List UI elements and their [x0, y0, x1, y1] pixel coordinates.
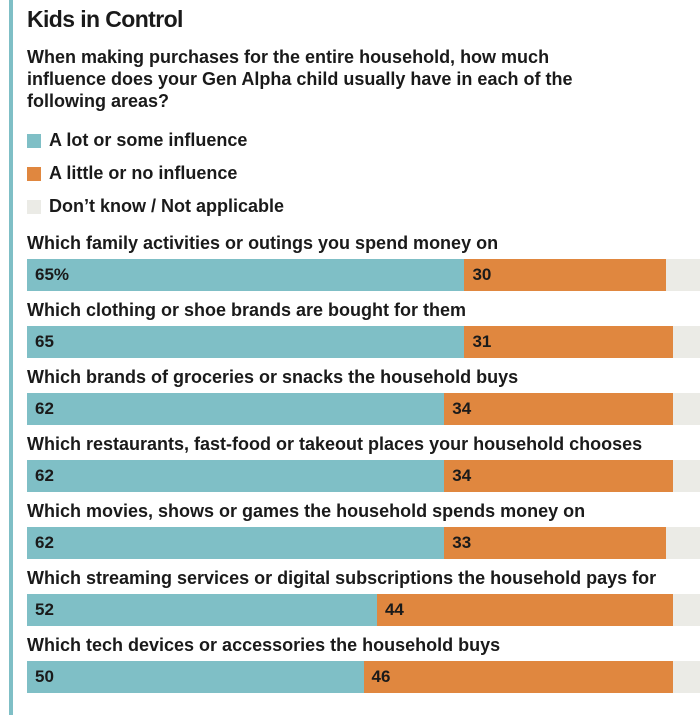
- legend-item-lot-or-some: A lot or some influence: [27, 124, 284, 157]
- bar-segment-dont-know: [673, 460, 700, 492]
- category-label: Which streaming services or digital subs…: [27, 568, 657, 588]
- chart-subtitle: When making purchases for the entire hou…: [27, 47, 573, 111]
- legend-swatch-lot-or-some: [27, 133, 41, 148]
- data-label: 31: [472, 332, 492, 351]
- bar-segment-little-or-none: 31: [464, 326, 674, 358]
- data-label: 65: [35, 332, 54, 351]
- stacked-bar-chart: Which family activities or outings you s…: [27, 233, 700, 703]
- data-label: 44: [384, 600, 404, 619]
- data-label: 34: [452, 466, 472, 485]
- bar-segment-lot-or-some: 65: [27, 326, 465, 358]
- bar-segment-dont-know: [673, 393, 700, 425]
- legend-label-little-or-none: A little or no influence: [49, 163, 238, 183]
- legend-item-little-or-none: A little or no influence: [27, 157, 284, 190]
- data-label: 33: [452, 533, 472, 552]
- legend-swatch-little-or-none: [27, 166, 41, 181]
- category-label: Which tech devices or accessories the ho…: [27, 635, 501, 655]
- data-label: 34: [452, 399, 472, 418]
- data-label: 62: [35, 399, 54, 418]
- bar-segment-dont-know: [673, 594, 700, 626]
- bar-segment-dont-know: [673, 661, 700, 693]
- bar-segment-lot-or-some: 62: [27, 393, 445, 425]
- chart-title: Kids in Control: [27, 6, 183, 32]
- legend-label-dont-know: Don’t know / Not applicable: [49, 196, 285, 216]
- bar-segment-lot-or-some: 52: [27, 594, 377, 626]
- bar-segment-little-or-none: 34: [444, 393, 674, 425]
- bar-segment-lot-or-some: 50: [27, 661, 364, 693]
- left-accent-rule: [9, 0, 13, 715]
- data-label: 46: [371, 667, 391, 686]
- category-label: Which family activities or outings you s…: [27, 233, 499, 253]
- bar-segment-little-or-none: 33: [444, 527, 667, 559]
- data-label: 65%: [35, 265, 70, 284]
- bar-segment-little-or-none: 44: [376, 594, 674, 626]
- category-label: Which movies, shows or games the househo…: [27, 501, 586, 521]
- legend-label-lot-or-some: A lot or some influence: [49, 130, 248, 150]
- bar-segment-little-or-none: 34: [444, 460, 674, 492]
- data-label: 62: [35, 466, 54, 485]
- bar-segment-lot-or-some: 65%: [27, 259, 465, 291]
- bar-segment-little-or-none: 46: [363, 661, 674, 693]
- data-label: 30: [472, 265, 492, 284]
- category-label: Which restaurants, fast-food or takeout …: [27, 434, 643, 454]
- bar-segment-dont-know: [666, 527, 700, 559]
- legend-swatch-dont-know: [27, 199, 41, 214]
- bar-segment-dont-know: [673, 326, 700, 358]
- bar-segment-little-or-none: 30: [464, 259, 667, 291]
- category-label: Which brands of groceries or snacks the …: [27, 367, 519, 387]
- category-label: Which clothing or shoe brands are bought…: [27, 300, 467, 320]
- legend-item-dont-know: Don’t know / Not applicable: [27, 190, 284, 223]
- bar-segment-dont-know: [666, 259, 700, 291]
- data-label: 62: [35, 533, 54, 552]
- bar-segment-lot-or-some: 62: [27, 527, 445, 559]
- legend: A lot or some influence A little or no i…: [27, 124, 284, 223]
- bar-segment-lot-or-some: 62: [27, 460, 445, 492]
- data-label: 50: [35, 667, 54, 686]
- data-label: 52: [35, 600, 54, 619]
